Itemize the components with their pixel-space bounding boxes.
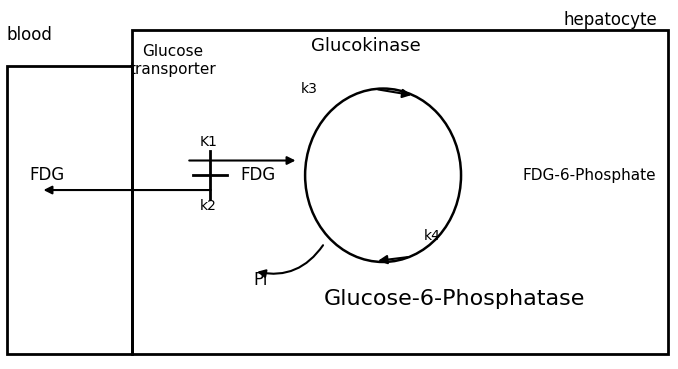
Text: Glucose-6-Phosphatase: Glucose-6-Phosphatase <box>323 289 585 309</box>
Text: Pi: Pi <box>254 271 268 289</box>
Text: Glucose
transporter: Glucose transporter <box>129 44 216 77</box>
Text: Glucokinase: Glucokinase <box>311 37 421 55</box>
Text: FDG-6-Phosphate: FDG-6-Phosphate <box>522 168 656 183</box>
Text: K1: K1 <box>200 135 218 149</box>
Text: hepatocyte: hepatocyte <box>564 11 658 29</box>
Text: FDG: FDG <box>30 166 65 184</box>
Text: blood: blood <box>7 26 53 44</box>
Text: FDG: FDG <box>240 166 275 184</box>
Text: k4: k4 <box>424 229 441 243</box>
Text: k3: k3 <box>300 82 317 96</box>
Text: k2: k2 <box>200 199 217 213</box>
